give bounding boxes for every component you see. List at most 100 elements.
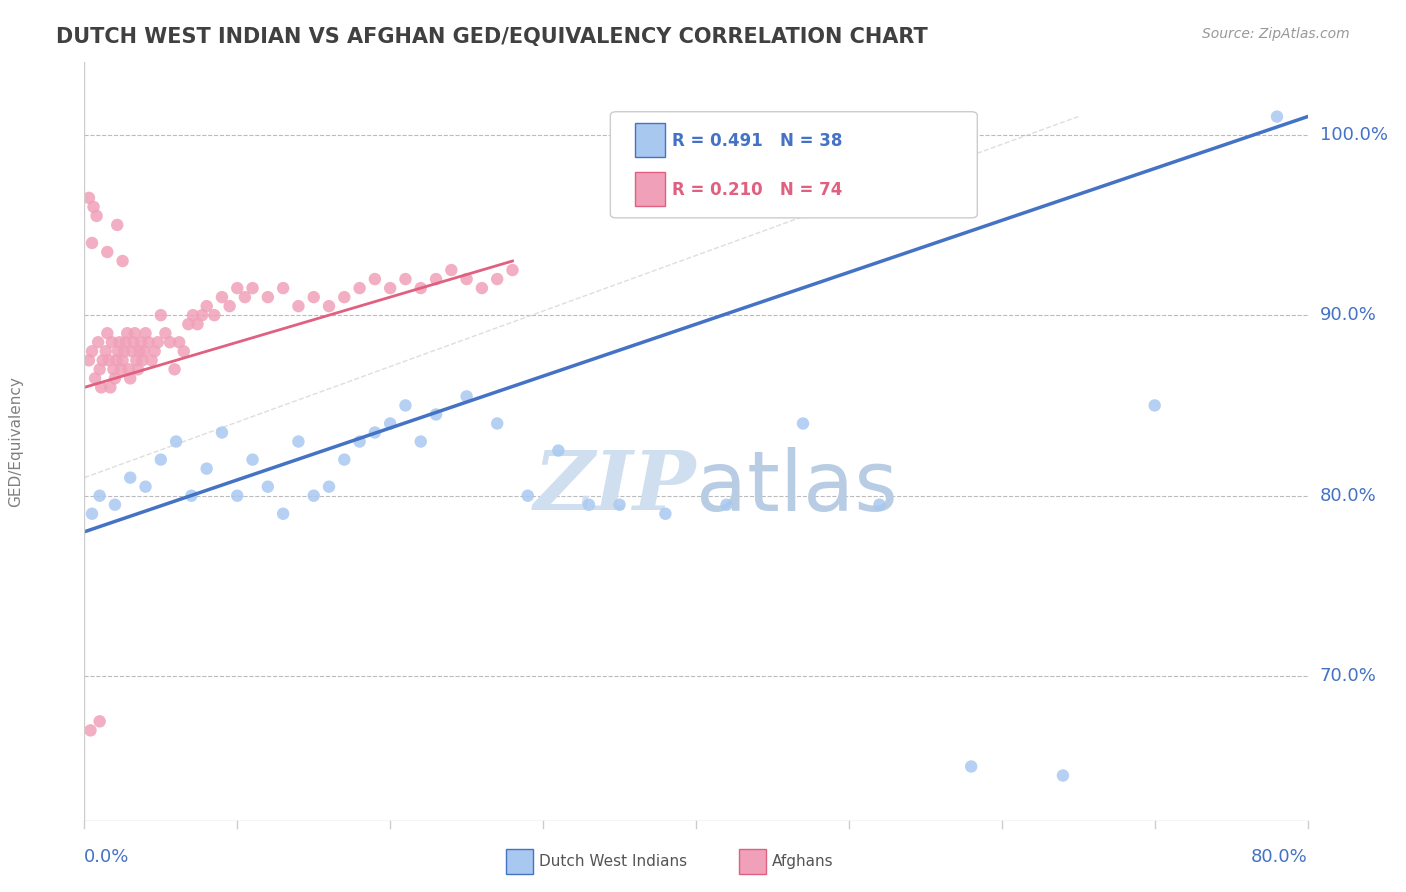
Point: [287, 434, 309, 449]
Point: [318, 480, 340, 494]
Point: [218, 299, 240, 313]
Point: [141, 353, 163, 368]
Point: [111, 353, 134, 368]
Point: [80, 235, 103, 250]
Point: [149, 308, 172, 322]
Point: [364, 425, 387, 440]
Point: [1265, 110, 1288, 124]
Point: [118, 362, 141, 376]
Point: [94, 344, 117, 359]
Text: atlas: atlas: [696, 447, 897, 527]
Text: DUTCH WEST INDIAN VS AFGHAN GED/EQUIVALENCY CORRELATION CHART: DUTCH WEST INDIAN VS AFGHAN GED/EQUIVALE…: [56, 27, 928, 46]
Point: [105, 353, 128, 368]
Point: [242, 452, 264, 467]
Point: [318, 299, 340, 313]
Text: 100.0%: 100.0%: [1320, 126, 1388, 144]
Point: [181, 308, 204, 322]
Point: [233, 290, 256, 304]
Point: [425, 272, 447, 286]
Point: [87, 335, 110, 350]
Point: [124, 326, 146, 341]
FancyBboxPatch shape: [610, 112, 977, 218]
Point: [120, 470, 142, 484]
Point: [77, 191, 100, 205]
Text: 0.0%: 0.0%: [84, 847, 129, 866]
FancyBboxPatch shape: [636, 172, 665, 206]
Text: 80.0%: 80.0%: [1251, 847, 1308, 866]
Point: [409, 434, 432, 449]
Text: Source: ZipAtlas.com: Source: ZipAtlas.com: [1202, 27, 1350, 41]
Point: [211, 425, 233, 440]
Point: [394, 399, 416, 413]
Text: ZIP: ZIP: [533, 447, 696, 527]
Point: [98, 380, 121, 394]
Point: [89, 362, 111, 376]
FancyBboxPatch shape: [738, 849, 766, 874]
Point: [159, 335, 181, 350]
Text: 90.0%: 90.0%: [1320, 306, 1376, 324]
Point: [110, 362, 132, 376]
Point: [125, 353, 148, 368]
Point: [226, 281, 249, 295]
Point: [380, 281, 402, 295]
Point: [84, 371, 107, 385]
Point: [195, 299, 218, 313]
FancyBboxPatch shape: [506, 849, 533, 874]
Text: R = 0.491   N = 38: R = 0.491 N = 38: [672, 131, 842, 150]
Point: [135, 326, 157, 341]
Point: [186, 317, 208, 331]
Point: [364, 272, 387, 286]
Point: [101, 335, 124, 350]
Point: [486, 417, 509, 431]
Point: [129, 335, 152, 350]
Point: [167, 335, 190, 350]
Point: [115, 326, 138, 341]
Point: [716, 498, 738, 512]
Point: [202, 308, 225, 322]
Point: [516, 489, 538, 503]
Point: [1052, 768, 1074, 782]
Point: [97, 353, 120, 368]
Point: [104, 498, 127, 512]
Point: [143, 344, 166, 359]
Point: [121, 344, 143, 359]
Point: [349, 434, 371, 449]
Text: Dutch West Indians: Dutch West Indians: [540, 854, 688, 869]
Point: [191, 308, 214, 322]
Point: [302, 489, 325, 503]
Point: [792, 417, 814, 431]
Point: [91, 353, 114, 368]
Point: [486, 272, 509, 286]
Point: [89, 714, 111, 729]
Point: [960, 759, 983, 773]
Point: [138, 335, 160, 350]
Point: [456, 389, 478, 403]
Point: [195, 461, 218, 475]
Point: [177, 317, 200, 331]
Point: [77, 353, 100, 368]
Point: [257, 290, 280, 304]
Text: 70.0%: 70.0%: [1320, 667, 1376, 685]
Point: [149, 452, 172, 467]
Point: [90, 380, 112, 394]
Point: [155, 326, 177, 341]
Point: [1143, 399, 1166, 413]
Point: [609, 498, 631, 512]
Point: [105, 218, 128, 232]
Point: [79, 723, 101, 738]
Point: [180, 489, 202, 503]
Point: [173, 344, 195, 359]
Point: [114, 335, 136, 350]
Point: [654, 507, 676, 521]
Point: [333, 290, 356, 304]
Point: [471, 281, 494, 295]
Point: [163, 362, 186, 376]
Point: [409, 281, 432, 295]
Point: [257, 480, 280, 494]
Point: [869, 498, 891, 512]
Point: [127, 362, 149, 376]
Point: [425, 408, 447, 422]
Point: [80, 344, 103, 359]
Point: [456, 272, 478, 286]
Text: Afghans: Afghans: [772, 854, 834, 869]
